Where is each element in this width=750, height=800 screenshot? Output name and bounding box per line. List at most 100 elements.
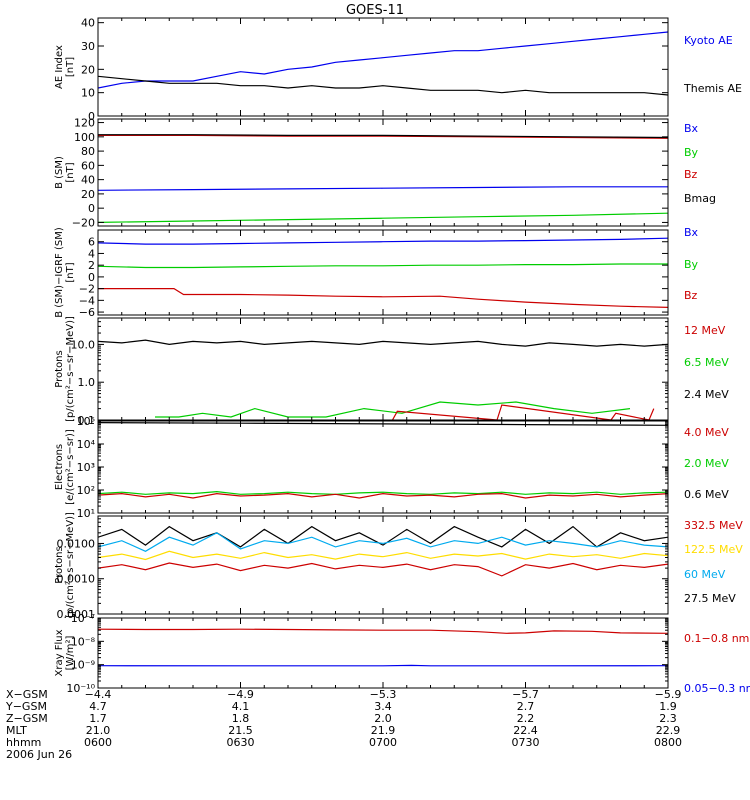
legend-entry: 2.4 MeV xyxy=(684,388,729,401)
footer-row-label: Y−GSM xyxy=(5,700,47,713)
series-line-60-mev xyxy=(98,532,668,552)
y-tick-label: 30 xyxy=(81,40,95,53)
series-line-2-0-mev xyxy=(98,490,668,495)
footer-value: 21.9 xyxy=(371,724,396,737)
footer-value: 2.7 xyxy=(517,700,535,713)
footer-value: −4.4 xyxy=(85,688,112,701)
plot-frame xyxy=(97,617,669,689)
series-line-bz xyxy=(98,288,668,308)
y-axis-label: Protons[p/(cm²−s−sr−MeV)] xyxy=(54,316,76,422)
footer-row-label: X−GSM xyxy=(6,688,48,701)
y-tick-label: 0.1 xyxy=(78,414,96,427)
series-line-kyoto-ae xyxy=(98,31,668,89)
legend-entry: 332.5 MeV xyxy=(684,519,743,532)
y-tick-label: 10.0 xyxy=(71,338,96,351)
y-tick-label: 6 xyxy=(88,236,95,249)
footer-value: 4.7 xyxy=(89,700,107,713)
series-group xyxy=(98,422,668,499)
footer-value: 2.2 xyxy=(517,712,535,725)
plot-frame xyxy=(97,229,669,316)
y-axis-label-line: [W/m²] xyxy=(65,635,76,670)
series-group xyxy=(98,525,668,577)
y-axis-label-line: Protons xyxy=(54,350,65,387)
y-tick-label: −4 xyxy=(79,294,95,307)
y-tick-label: 10⁵ xyxy=(77,415,95,428)
legend-entry: Bz xyxy=(684,289,698,302)
legend-entry: By xyxy=(684,146,699,159)
y-axis-label-line: [nT] xyxy=(65,57,76,77)
panel-ae: 0 10 20 30 40 AE Index[nT] Kyoto AE Themis AE xyxy=(54,17,742,123)
series-group xyxy=(98,134,668,223)
footer-date: 2006 Jun 26 xyxy=(6,748,72,761)
legend-entry: 6.5 MeV xyxy=(684,356,729,369)
y-tick-label: 10 xyxy=(81,87,95,100)
footer-value: −5.7 xyxy=(512,688,539,701)
y-tick-label: 10⁴ xyxy=(77,438,96,451)
series-line-332-5-mev xyxy=(98,562,668,577)
series-line-6-5-mev xyxy=(155,401,631,418)
legend-entry: 60 MeV xyxy=(684,568,726,581)
legend-entry: 12 MeV xyxy=(684,324,726,337)
series-group xyxy=(98,31,668,96)
y-tick-label: 0.0010 xyxy=(57,573,96,586)
footer-value: 1.7 xyxy=(89,712,107,725)
footer-value: 3.4 xyxy=(374,700,392,713)
legend-entry: By xyxy=(684,258,699,271)
y-axis-label-line: [nT] xyxy=(65,162,76,182)
y-tick-label: 10¹ xyxy=(77,507,95,520)
footer-row-label: hhmm xyxy=(6,736,41,749)
plot-frame xyxy=(97,317,669,421)
y-tick-label: −20 xyxy=(72,216,95,229)
series-line-bx xyxy=(98,237,668,245)
footer-row-label: Z−GSM xyxy=(6,712,48,725)
y-tick-label: 40 xyxy=(81,174,95,187)
legend-entry: Bz xyxy=(684,168,698,181)
y-tick-label: 40 xyxy=(81,17,95,30)
footer-value: 0730 xyxy=(512,736,540,749)
series-group xyxy=(98,237,668,308)
plot-frame xyxy=(97,515,669,615)
legend-entry: Bmag xyxy=(684,192,716,205)
y-tick-label: 20 xyxy=(81,188,95,201)
legend-entry: Bx xyxy=(684,122,699,135)
y-axis-label-line: Electrons xyxy=(54,444,65,490)
footer-value: 22.9 xyxy=(656,724,681,737)
y-tick-label: 0 xyxy=(88,202,95,215)
legend-entry: 0.1−0.8 nm xyxy=(684,632,749,645)
y-axis-label-line: [p/(cm²−s−sr−MeV)] xyxy=(65,316,76,422)
y-axis-label: Electrons[e/(cm²−s−sr)] xyxy=(54,429,76,505)
footer-value: 21.0 xyxy=(86,724,111,737)
y-tick-label: 100 xyxy=(74,131,95,144)
series-line-by xyxy=(98,212,668,223)
legend-entry: 0.6 MeV xyxy=(684,488,729,501)
figure-title: GOES-11 xyxy=(346,3,404,18)
y-tick-label: −6 xyxy=(79,306,95,319)
footer-value: 1.9 xyxy=(659,700,677,713)
y-tick-label: 10⁻¹⁰ xyxy=(66,682,95,695)
footer-value: 0800 xyxy=(654,736,682,749)
y-axis-label-line: [p/(cm²−s−sr−MeV)] xyxy=(65,512,76,618)
footer-value: 21.5 xyxy=(228,724,253,737)
series-line-0-1-0-8-nm xyxy=(98,628,668,634)
y-axis-label: Xray Flux[W/m²] xyxy=(54,629,76,676)
plot-frame xyxy=(97,420,669,514)
legend-entry: 27.5 MeV xyxy=(684,592,736,605)
y-axis-label-line: Protons xyxy=(54,546,65,583)
y-axis-label: Protons[p/(cm²−s−sr−MeV)] xyxy=(54,512,76,618)
series-line-bmag xyxy=(98,134,668,139)
y-tick-label: 0 xyxy=(88,110,95,123)
footer-value: 4.1 xyxy=(232,700,250,713)
legend-entry: Bx xyxy=(684,226,699,239)
series-group xyxy=(98,628,668,667)
legend-entry: 4.0 MeV xyxy=(684,426,729,439)
series-line-themis-ae xyxy=(98,75,668,96)
panel-protons2: 0.0001 0.0010 0.0100Protons[p/(cm²−s−sr−Me… xyxy=(54,512,743,621)
y-tick-label: 4 xyxy=(88,247,95,260)
y-tick-label: 0.0100 xyxy=(57,537,96,550)
y-tick-label: 80 xyxy=(81,145,95,158)
y-axis-label: B (SM)−IGRF (SM)[nT] xyxy=(54,227,76,318)
